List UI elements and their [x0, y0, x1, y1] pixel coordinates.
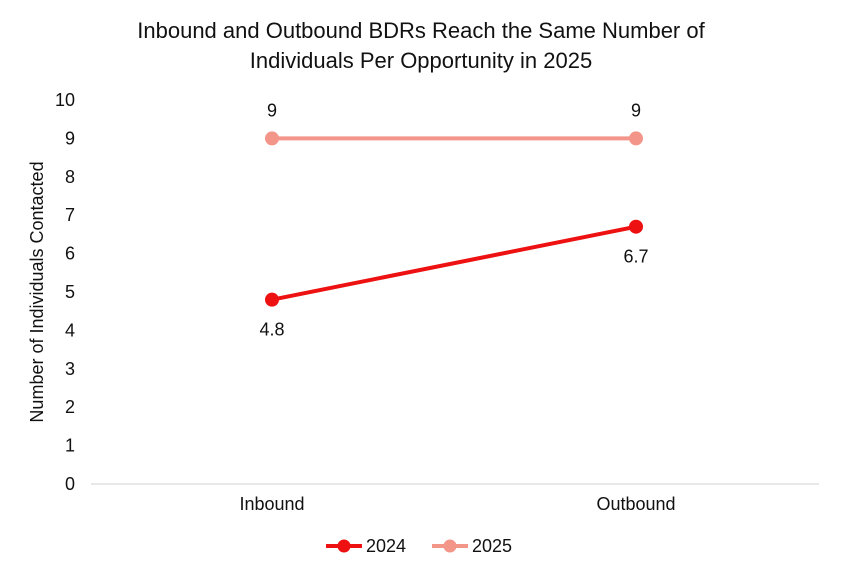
y-tick-label: 3 — [65, 359, 75, 379]
y-axis-label: Number of Individuals Contacted — [27, 161, 47, 422]
legend-swatch-marker — [337, 539, 351, 553]
series-2024: 4.8 6.7 — [259, 219, 649, 340]
y-tick-label: 7 — [65, 205, 75, 225]
legend-label: 2025 — [472, 536, 512, 556]
data-point — [265, 131, 279, 146]
x-tick-label: Inbound — [239, 494, 304, 514]
y-tick-label: 2 — [65, 397, 75, 417]
series-line — [271, 224, 637, 302]
chart-title-line-1: Inbound and Outbound BDRs Reach the Same… — [137, 18, 705, 43]
y-tick-label: 5 — [65, 282, 75, 302]
y-tick-label: 10 — [55, 90, 75, 110]
y-tick-label: 0 — [65, 474, 75, 494]
data-point — [265, 292, 279, 307]
legend-item-2024: 2024 — [326, 536, 406, 556]
chart-title-line-2: Individuals Per Opportunity in 2025 — [250, 48, 592, 73]
legend-item-2025: 2025 — [432, 536, 512, 556]
y-tick-label: 9 — [65, 128, 75, 148]
data-label: 9 — [631, 100, 641, 120]
x-ticks: Inbound Outbound — [239, 494, 675, 514]
x-tick-label: Outbound — [596, 494, 675, 514]
data-label: 6.7 — [623, 247, 648, 267]
y-ticks: 0 1 2 3 4 5 6 7 8 9 10 — [55, 90, 75, 494]
y-tick-label: 6 — [65, 244, 75, 264]
y-tick-label: 8 — [65, 167, 75, 187]
series-layer: 4.86.79 9 — [259, 100, 648, 339]
y-tick-label: 4 — [65, 320, 75, 340]
legend-swatch-marker — [443, 539, 457, 553]
legend-label: 2024 — [366, 536, 406, 556]
legend: 2024 2025 — [326, 536, 512, 556]
y-tick-label: 1 — [65, 436, 75, 456]
data-label: 9 — [267, 100, 277, 120]
data-label: 4.8 — [259, 320, 284, 340]
data-point — [629, 219, 643, 234]
data-point — [629, 131, 643, 146]
